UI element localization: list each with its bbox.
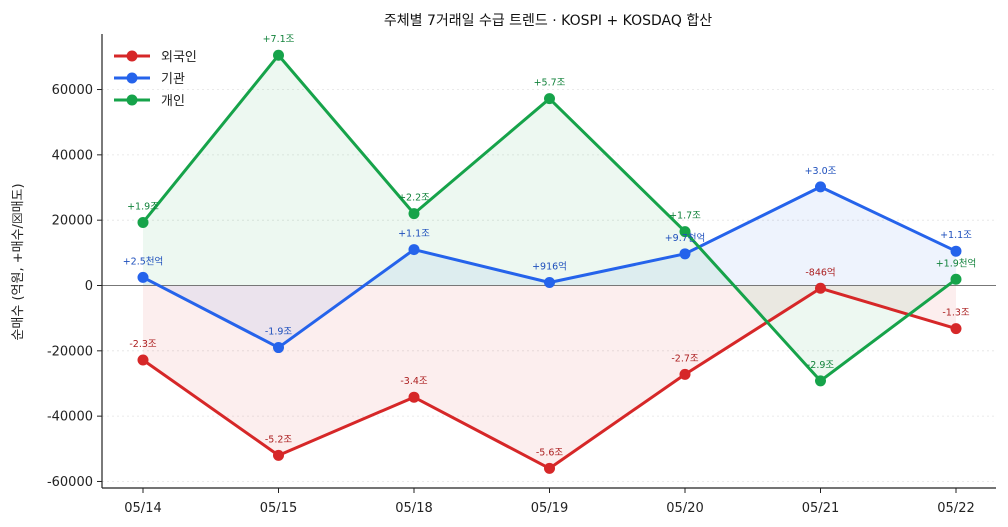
legend-label-1: 기관	[161, 72, 185, 87]
data-point	[273, 49, 284, 61]
data-label: -2.3조	[129, 339, 157, 350]
data-label: +916억	[532, 261, 567, 273]
legend-label-0: 외국인	[161, 50, 197, 65]
data-label: +2.5천억	[123, 255, 164, 267]
data-label: +5.7조	[534, 78, 566, 89]
data-label: -1.3조	[942, 308, 970, 319]
data-point	[544, 93, 555, 105]
y-tick-label: -40000	[47, 410, 93, 425]
y-tick-label: 40000	[52, 148, 93, 163]
y-tick-label: -20000	[47, 344, 93, 359]
data-point	[679, 248, 691, 260]
y-tick-label: 60000	[52, 83, 93, 98]
data-label: -5.2조	[265, 434, 293, 445]
data-point	[815, 282, 826, 294]
y-tick-label: -60000	[47, 475, 93, 490]
legend-marker-0	[126, 50, 138, 62]
data-point	[950, 323, 962, 335]
data-label: -846억	[805, 266, 835, 278]
data-point	[544, 462, 555, 474]
data-label: -2.9조	[807, 360, 835, 371]
x-tick-label: 05/21	[802, 501, 839, 516]
y-tick-label: 20000	[52, 214, 93, 229]
x-tick-label: 05/19	[531, 501, 568, 516]
data-point	[679, 368, 691, 380]
data-point	[408, 244, 420, 256]
legend-marker-2	[126, 94, 138, 106]
data-labels: -2.3조 -5.2조 -3.4조 -5.6조 -2.7조 -846억 -1.3조 +2.5천…	[123, 34, 977, 458]
x-tick-label: 05/22	[937, 501, 974, 516]
data-point	[544, 277, 555, 289]
data-label: -1.9조	[265, 327, 293, 338]
data-label: +1.1조	[940, 230, 972, 241]
data-label: +9.7천억	[665, 232, 706, 244]
y-axis-label: 순매수 (억원, +매수/☒매도)	[11, 183, 26, 340]
data-point	[950, 245, 962, 257]
data-label: +1.9천억	[936, 257, 977, 269]
legend-marker-1	[126, 72, 138, 84]
legend-label-2: 개인	[161, 94, 185, 109]
data-label: +3.0조	[805, 166, 837, 177]
x-tick-label: 05/14	[124, 501, 161, 516]
data-label: +1.9조	[127, 201, 159, 212]
data-point	[815, 181, 826, 193]
data-label: -2.7조	[671, 353, 699, 364]
series-fill-1	[143, 186, 956, 348]
y-tick-label: 0	[85, 279, 93, 294]
data-point	[679, 226, 691, 238]
x-tick-label: 05/18	[395, 501, 432, 516]
data-label: +7.1조	[263, 34, 295, 45]
data-point	[408, 208, 420, 220]
data-label: -5.6조	[536, 447, 564, 458]
data-point	[137, 271, 149, 283]
data-point	[137, 216, 149, 228]
data-label: +1.1조	[398, 229, 430, 240]
data-label: -3.4조	[400, 376, 428, 387]
series-points	[137, 49, 962, 474]
data-point	[950, 273, 962, 285]
chart-title: 주체별 7거래일 수급 트렌드 · KOSPI + KOSDAQ 합산	[384, 13, 712, 29]
data-label: +1.7조	[669, 211, 701, 222]
data-point	[408, 391, 420, 403]
data-point	[815, 375, 826, 387]
data-point	[273, 449, 284, 461]
axes: -60000 -40000 -20000 0 20000 40000 60000 05/14 0…	[47, 34, 996, 516]
data-label: +2.2조	[398, 193, 430, 204]
data-point	[273, 342, 284, 354]
x-tick-label: 05/20	[666, 501, 703, 516]
data-point	[137, 354, 149, 366]
x-tick-label: 05/15	[260, 501, 297, 516]
